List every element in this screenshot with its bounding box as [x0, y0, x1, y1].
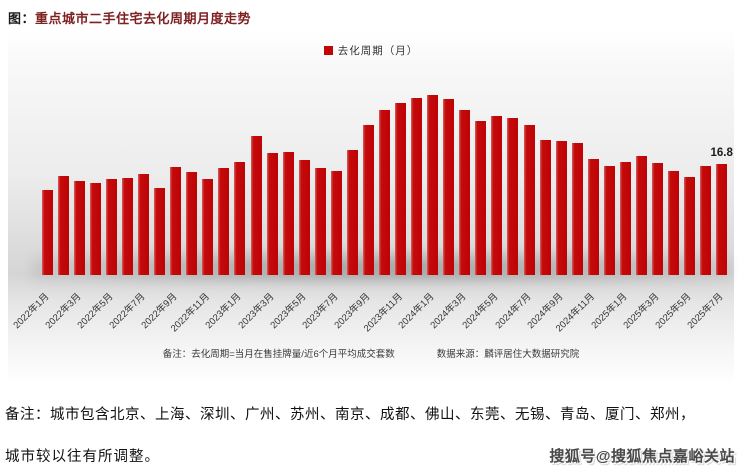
bar-2024年9月 [555, 140, 567, 275]
bar-2024年10月 [571, 143, 583, 275]
bar-2023年5月 [298, 160, 310, 275]
bar-2024年1月 [427, 95, 439, 275]
legend-swatch-icon [323, 46, 333, 55]
footnote-formula: 备注：去化周期=当月在售挂牌量/近6个月平均成交套数 [162, 349, 395, 360]
bar-2022年4月 [89, 183, 101, 275]
bar-2023年1月 [234, 161, 246, 275]
chart-legend: 去化周期（月） [8, 43, 734, 58]
bar-2024年6月 [507, 117, 519, 275]
bar-2024年8月 [539, 139, 551, 275]
bar-2024年5月 [491, 116, 503, 275]
bar-2025年3月 [652, 163, 663, 275]
bar-2023年10月 [379, 110, 390, 275]
bar-2022年12月 [218, 167, 230, 275]
bar-2023年11月 [395, 103, 406, 275]
bar-2022年8月 [154, 188, 166, 275]
plot-area: 16.8 [8, 30, 734, 283]
bar-2022年6月 [122, 177, 133, 275]
bar-2025年6月 [700, 165, 712, 275]
bar-2023年4月 [282, 151, 294, 275]
bar-2023年6月 [314, 167, 326, 275]
bar-2023年7月 [330, 170, 342, 275]
footnote-source: 数据来源：麟评居住大数据研究院 [436, 349, 580, 360]
bar-2024年11月 [587, 159, 599, 275]
bar-2025年2月 [635, 155, 647, 275]
legend-label: 去化周期（月） [337, 45, 419, 57]
bar-2024年12月 [603, 165, 615, 275]
bar-2024年4月 [475, 120, 487, 275]
bar-2023年9月 [362, 124, 374, 275]
bar-2024年7月 [523, 125, 535, 275]
bar-2025年1月 [619, 161, 631, 275]
chart-title-text: 重点城市二手住宅去化周期月度走势 [35, 11, 252, 26]
bar-2025年7月 [716, 164, 728, 275]
bar-2022年1月 [41, 190, 53, 275]
bar-2025年5月 [684, 176, 696, 275]
watermark-sohu: 搜狐号@搜狐焦点嘉峪关站 [549, 448, 735, 465]
bar-2022年3月 [73, 180, 85, 275]
note-adjustment: 城市较以往有所调整。 [5, 449, 160, 465]
bar-2023年8月 [346, 150, 358, 275]
bar-2023年2月 [250, 136, 262, 275]
value-label-last: 16.8 [710, 147, 733, 160]
bar-2022年5月 [105, 178, 117, 275]
x-axis-labels: 2022年1月 2022年3月 2022年5月 2022年7月 2022年9月 2022年… [11, 291, 726, 335]
bottom-notes: 备注：城市包含北京、上海、深圳、广州、苏州、南京、成都、佛山、东莞、无锡、青岛、… [5, 403, 735, 465]
bar-2022年2月 [57, 176, 69, 275]
bar-2025年4月 [668, 170, 679, 275]
bar-2022年7月 [138, 174, 150, 275]
bar-2023年12月 [411, 97, 423, 275]
bar-chart-panel: 去化周期（月） 16.8 2022年1月 2022年3月 2022年5月 2022年7… [8, 30, 734, 395]
chart-title-prefix: 图： [8, 11, 36, 26]
bar-2024年2月 [443, 99, 455, 275]
note-cities: 备注：城市包含北京、上海、深圳、广州、苏州、南京、成都、佛山、东莞、无锡、青岛、… [5, 407, 695, 423]
chart-footnotes: 备注：去化周期=当月在售挂牌量/近6个月平均成交套数 数据来源：麟评居住大数据研… [8, 346, 734, 360]
bar-2024年3月 [459, 110, 471, 275]
bar-2022年11月 [202, 178, 214, 275]
bar-2022年9月 [170, 166, 182, 275]
bar-2023年3月 [266, 153, 278, 275]
bar-2022年10月 [186, 172, 198, 275]
chart-title: 图：重点城市二手住宅去化周期月度走势 [8, 8, 251, 27]
